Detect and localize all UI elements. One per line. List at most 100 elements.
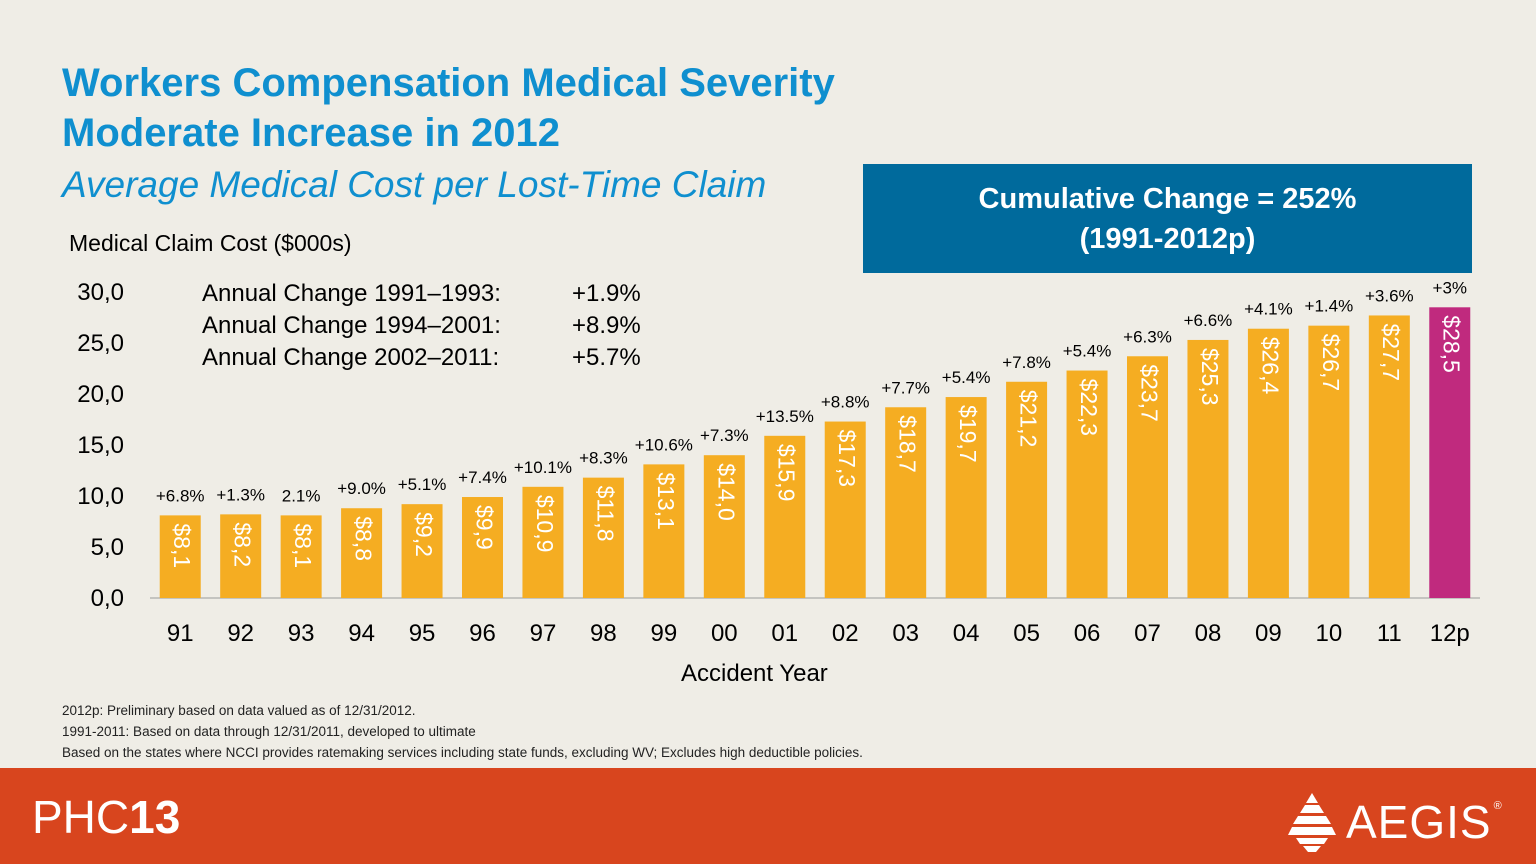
x-tick-label: 01	[771, 620, 798, 647]
annual-changes-table: Annual Change 1991–1993: +1.9% Annual Cha…	[202, 278, 641, 374]
y-axis-label: Medical Claim Cost ($000s)	[69, 230, 352, 256]
change-label: +5.1%	[398, 475, 447, 494]
bar	[1066, 370, 1108, 598]
annual-change-value: +1.9%	[572, 280, 641, 307]
x-tick-label: 08	[1195, 620, 1222, 647]
bar-value-label: $8,2	[230, 522, 256, 567]
bar	[1247, 328, 1289, 598]
page-subtitle: Average Medical Cost per Lost-Time Claim	[62, 164, 767, 205]
bar	[1006, 381, 1048, 598]
bar-value-label: $11,8	[592, 486, 618, 542]
annual-change-row: Annual Change 2002–2011: +5.7%	[202, 342, 641, 374]
x-tick-label: 00	[711, 620, 738, 647]
annual-change-label: Annual Change 1991–1993:	[202, 280, 501, 307]
bar-value-label: $14,0	[713, 463, 739, 521]
change-label: +5.4%	[1063, 342, 1112, 361]
x-tick-label: 04	[953, 620, 980, 647]
x-tick-label: 05	[1013, 620, 1040, 647]
y-tick-label: 20,0	[77, 381, 124, 408]
bar-value-label: $9,9	[471, 505, 497, 550]
bar	[1308, 325, 1350, 598]
bar-chart: 0,0 5,0 10,0 15,0 20,0 25,0 30,0 $8,1 +6.8% 91 $8,…	[77, 278, 1480, 647]
x-tick-label: 93	[288, 620, 315, 647]
y-tick-label: 15,0	[77, 432, 124, 459]
phc-brand-bold: 13	[129, 791, 181, 843]
bar-value-label: $25,3	[1197, 348, 1223, 406]
change-label: +6.3%	[1123, 327, 1172, 346]
aegis-pyramid-icon	[1288, 793, 1336, 852]
change-label: +7.8%	[1002, 353, 1051, 372]
x-tick-label: 12p	[1430, 620, 1470, 647]
bar	[703, 455, 745, 598]
bar	[401, 504, 443, 598]
footnotes: 2012p: Preliminary based on data valued …	[62, 700, 863, 763]
x-tick-label: 11	[1377, 620, 1402, 647]
change-label: +8.3%	[579, 449, 628, 468]
change-label: +1.3%	[216, 485, 265, 504]
bar-value-label: $27,7	[1378, 323, 1404, 381]
registered-mark: ®	[1493, 800, 1502, 812]
x-tick-label: 98	[590, 620, 617, 647]
bar	[280, 515, 322, 598]
x-tick-label: 03	[892, 620, 919, 647]
annual-change-row: Annual Change 1991–1993: +1.9%	[202, 278, 641, 310]
bar-value-label: $17,3	[834, 430, 860, 488]
bar	[159, 515, 201, 598]
x-tick-label: 02	[832, 620, 859, 647]
x-tick-label: 06	[1074, 620, 1101, 647]
change-label: +9.0%	[337, 479, 386, 498]
bar	[1127, 356, 1168, 598]
bar	[220, 514, 262, 598]
callout-line-1: Cumulative Change = 252%	[978, 182, 1357, 215]
x-tick-label: 95	[409, 620, 436, 647]
bar-value-label: $8,1	[290, 523, 316, 568]
change-label: +6.6%	[1184, 311, 1233, 330]
bar	[522, 486, 564, 598]
footer-bar	[0, 768, 1536, 864]
bar-value-label: $9,2	[411, 512, 437, 557]
y-tick-label: 10,0	[77, 483, 124, 510]
change-label: +8.8%	[821, 393, 870, 412]
footnote: Based on the states where NCCI provides …	[62, 745, 863, 760]
x-tick-label: 09	[1255, 620, 1282, 647]
x-tick-label: 94	[348, 620, 375, 647]
bar-value-label: $8,8	[351, 516, 377, 561]
change-label: +3.6%	[1365, 286, 1414, 305]
bar-value-label: $10,9	[532, 495, 558, 553]
change-label: +5.4%	[942, 368, 991, 387]
footnote: 2012p: Preliminary based on data valued …	[62, 703, 416, 718]
bar	[643, 464, 685, 598]
phc-brand: PHC13	[32, 790, 180, 844]
annual-change-row: Annual Change 1994–2001: +8.9%	[202, 310, 641, 342]
change-label: +10.6%	[635, 435, 693, 454]
bar-value-label: $19,7	[955, 405, 981, 463]
change-label: +7.4%	[458, 468, 507, 487]
page-title: Workers Compensation Medical Severity Mo…	[62, 58, 835, 158]
change-label: +4.1%	[1244, 300, 1293, 319]
annual-change-label: Annual Change 1994–2001:	[202, 312, 501, 339]
x-tick-label: 91	[167, 620, 194, 647]
bar	[824, 421, 866, 598]
change-label: +10.1%	[514, 458, 572, 477]
y-tick-label: 5,0	[91, 534, 124, 561]
y-tick-label: 0,0	[91, 585, 124, 612]
change-label: +13.5%	[756, 407, 814, 426]
bar-value-label: $8,1	[169, 523, 195, 568]
change-label: 2.1%	[282, 486, 321, 505]
x-tick-label: 99	[651, 620, 678, 647]
bar	[1187, 339, 1229, 598]
footnote: 1991-2011: Based on data through 12/31/2…	[62, 724, 476, 739]
bar-value-label: $15,9	[774, 444, 800, 502]
bar-value-label: $26,4	[1257, 337, 1283, 395]
bar	[462, 497, 503, 598]
y-tick-label: 25,0	[77, 330, 124, 357]
aegis-logo-text: AEGIS	[1346, 796, 1492, 848]
bar-value-label: $23,7	[1136, 364, 1162, 422]
x-tick-label: 96	[469, 620, 496, 647]
title-line-2: Moderate Increase in 2012	[62, 111, 561, 155]
bar-value-label: $18,7	[895, 415, 921, 473]
bar	[341, 508, 383, 598]
cumulative-change-callout: Cumulative Change = 252% (1991-2012p)	[863, 164, 1472, 273]
change-label: +1.4%	[1305, 297, 1354, 316]
callout-line-2: (1991-2012p)	[1079, 222, 1256, 255]
